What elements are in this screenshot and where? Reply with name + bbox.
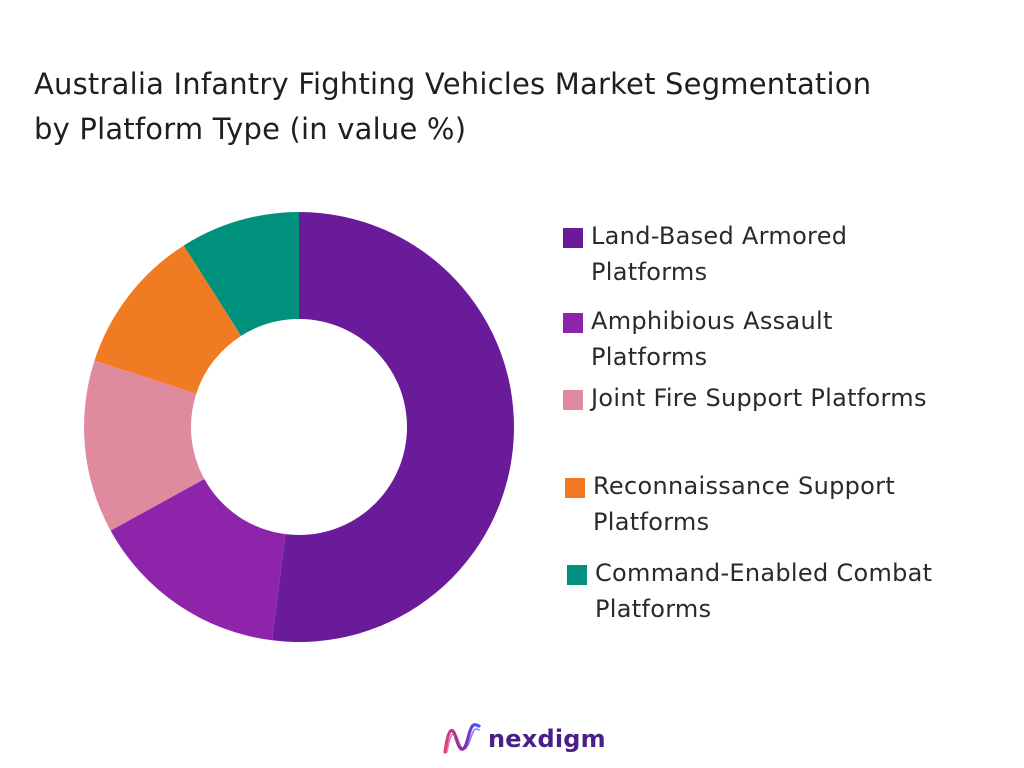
donut-slice-command-enabled-combat-platforms: [183, 212, 299, 336]
donut-slice-joint-fire-support-platforms: [84, 360, 205, 531]
brand-logo: nexdigm: [442, 722, 606, 756]
donut-slice-reconnaissance-support-platforms: [94, 245, 242, 394]
legend-swatch: [563, 313, 583, 333]
legend-label-line2: Platforms: [593, 508, 710, 536]
legend-label: Land-Based Armored Platforms: [591, 218, 1001, 290]
legend-label-line1: Command-Enabled Combat: [595, 559, 933, 587]
legend-swatch: [563, 228, 583, 248]
legend-item-land-based: Land-Based Armored Platforms: [563, 218, 1001, 290]
brand-name: nexdigm: [488, 725, 606, 753]
donut-slice-land-based-armored-platforms: [272, 212, 514, 642]
nexdigm-logo-icon: [443, 723, 481, 754]
legend-label: Reconnaissance Support Platforms: [593, 468, 1003, 540]
legend-label: Command-Enabled Combat Platforms: [595, 555, 1005, 627]
legend-item-command-enabled: Command-Enabled Combat Platforms: [567, 555, 1005, 627]
legend-label-line2: Platforms: [591, 343, 708, 371]
legend-swatch: [565, 478, 585, 498]
legend-label-line2: Platforms: [595, 595, 712, 623]
legend-label-line1: Land-Based Armored: [591, 222, 848, 250]
legend-label-line1: Reconnaissance Support: [593, 472, 896, 500]
chart-title-line2: by Platform Type (in value %): [34, 112, 467, 146]
chart-title: Australia Infantry Fighting Vehicles Mar…: [34, 62, 994, 152]
legend-item-reconnaissance: Reconnaissance Support Platforms: [565, 468, 1003, 540]
legend-item-joint-fire: Joint Fire Support Platforms: [563, 380, 1001, 416]
legend-swatch: [567, 565, 587, 585]
legend-label: Joint Fire Support Platforms: [591, 380, 1001, 416]
donut-slice-amphibious-assault-platforms: [110, 479, 286, 641]
legend-label-line2: Platforms: [591, 258, 708, 286]
legend-swatch: [563, 390, 583, 410]
legend-label-line1: Amphibious Assault: [591, 307, 833, 335]
legend-item-amphibious: Amphibious Assault Platforms: [563, 303, 1001, 375]
legend-label-line1: Joint Fire Support Platforms: [591, 384, 927, 412]
chart-title-line1: Australia Infantry Fighting Vehicles Mar…: [34, 67, 872, 101]
legend-label: Amphibious Assault Platforms: [591, 303, 1001, 375]
